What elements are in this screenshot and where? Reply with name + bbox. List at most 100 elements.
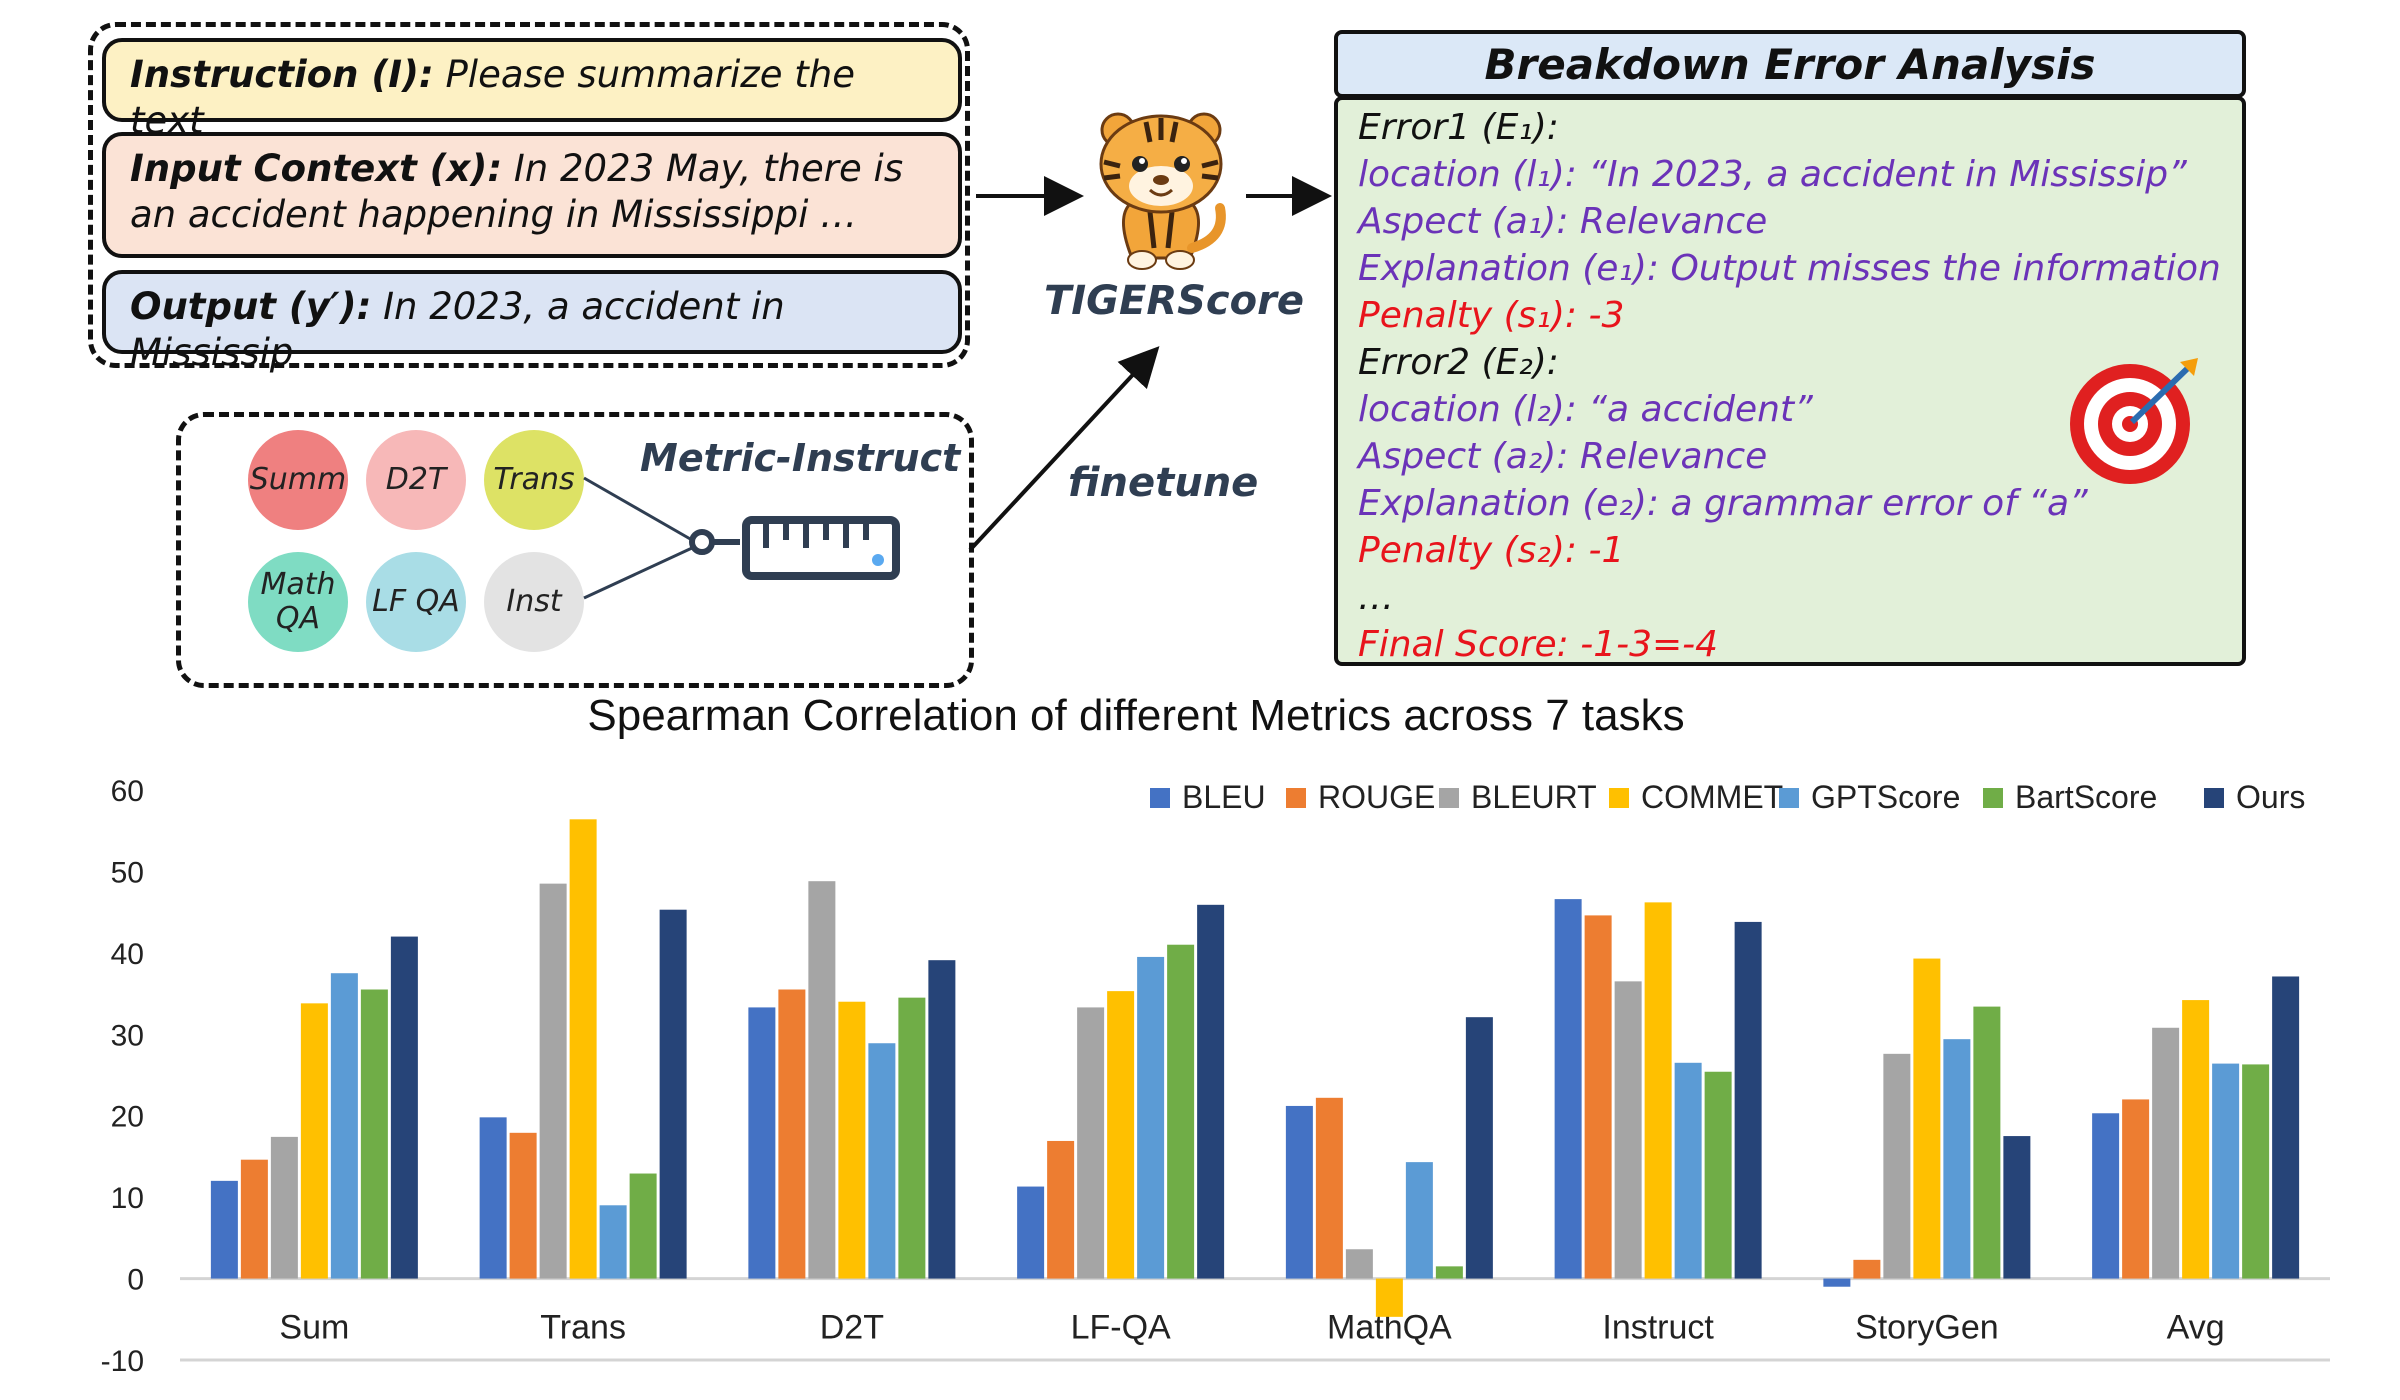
context-label: Input Context (x): — [130, 147, 503, 190]
analysis-line: Aspect (a₂): Relevance — [1358, 436, 1768, 477]
legend-swatch-commet — [1609, 788, 1629, 808]
bar-rouge-mathqa — [1315, 1097, 1343, 1279]
bar-bleu-mathqa — [1285, 1105, 1313, 1279]
legend-swatch-bartscore — [1983, 788, 2003, 808]
bar-ours-sum — [390, 936, 418, 1279]
model-name: TIGERScore — [1044, 278, 1304, 324]
bar-bartscore-lf-qa — [1167, 944, 1195, 1279]
task-circle-mathqa: Math QA — [248, 552, 348, 652]
bar-commet-storygen — [1913, 958, 1941, 1279]
analysis-line: Final Score: -1-3=-4 — [1358, 624, 1719, 665]
target-icon — [2070, 358, 2198, 484]
bar-bleu-d2t — [748, 1007, 776, 1279]
bar-gptscore-instruct — [1674, 1062, 1702, 1279]
task-circle-inst: Inst — [484, 552, 584, 652]
x-tick-label: LF-QA — [1071, 1309, 1171, 1347]
context-box: Input Context (x): In 2023 May, there is… — [102, 132, 962, 258]
bar-bleurt-storygen — [1883, 1053, 1911, 1279]
bar-gptscore-avg — [2212, 1063, 2240, 1279]
bar-ours-avg — [2272, 976, 2300, 1279]
legend-swatch-ours — [2204, 788, 2224, 808]
bar-bleurt-sum — [270, 1136, 298, 1279]
bar-ours-storygen — [2003, 1136, 2031, 1279]
bar-rouge-storygen — [1853, 1259, 1881, 1279]
bar-rouge-instruct — [1584, 915, 1612, 1279]
legend-label-commet: COMMET — [1641, 779, 1783, 815]
bar-gptscore-trans — [599, 1205, 627, 1279]
analysis-line: Explanation (e₁): Output misses the info… — [1358, 248, 2221, 289]
y-tick-label: 0 — [127, 1264, 144, 1297]
finetune-label: finetune — [1068, 460, 1259, 506]
analysis-line: Aspect (a₁): Relevance — [1358, 201, 1768, 242]
bar-bleu-lf-qa — [1017, 1186, 1045, 1279]
bar-gptscore-lf-qa — [1137, 956, 1165, 1279]
bar-rouge-d2t — [778, 989, 806, 1279]
arrow-finetune — [968, 346, 1160, 552]
analysis-line: location (l₁): “In 2023, a accident in M… — [1358, 154, 2187, 195]
output-text: In 2023, a accident in Mississip — [130, 285, 785, 374]
bar-bleu-trans — [479, 1117, 507, 1279]
bar-ours-trans — [659, 909, 687, 1279]
task-circle-trans: Trans — [484, 430, 584, 530]
legend-label-bartscore: BartScore — [2015, 779, 2157, 815]
legend-label-rouge: ROUGE — [1318, 779, 1435, 815]
legend-label-ours: Ours — [2236, 779, 2305, 815]
bar-bleurt-trans — [539, 883, 567, 1279]
bar-ours-mathqa — [1465, 1017, 1493, 1279]
context-text: In 2023 May, there is an accident happen… — [130, 147, 904, 236]
task-circle-d2t: D2T — [366, 430, 466, 530]
y-tick-label: -10 — [101, 1345, 144, 1378]
bar-gptscore-sum — [330, 973, 358, 1279]
bar-commet-avg — [2182, 1000, 2210, 1279]
bar-commet-trans — [569, 819, 597, 1279]
analysis-line: Error1 (E₁): — [1358, 107, 1559, 148]
bar-bartscore-sum — [360, 989, 388, 1279]
analysis-header: Breakdown Error Analysis — [1334, 30, 2246, 98]
y-tick-label: 40 — [111, 938, 144, 971]
bar-bartscore-instruct — [1704, 1071, 1732, 1279]
analysis-body: Error1 (E₁): location (l₁): “In 2023, a … — [1334, 96, 2246, 666]
analysis-line: Penalty (s₁): -3 — [1358, 295, 1625, 336]
metric-instruct-title: Metric-Instruct — [640, 436, 961, 480]
bar-bleu-sum — [210, 1180, 238, 1279]
bar-bleurt-d2t — [808, 881, 836, 1279]
bar-chart: Spearman Correlation of different Metric… — [101, 691, 2330, 1378]
legend-swatch-gptscore — [1779, 788, 1799, 808]
bar-bleurt-instruct — [1614, 981, 1642, 1279]
bar-gptscore-mathqa — [1405, 1162, 1433, 1279]
bar-bleurt-lf-qa — [1077, 1007, 1105, 1279]
legend-swatch-bleurt — [1439, 788, 1459, 808]
x-tick-label: D2T — [820, 1309, 884, 1347]
x-tick-label: Instruct — [1602, 1309, 1714, 1347]
bar-bleurt-avg — [2152, 1027, 2180, 1279]
bar-commet-instruct — [1644, 902, 1672, 1279]
y-tick-label: 30 — [111, 1019, 144, 1052]
analysis-line: location (l₂): “a accident” — [1358, 389, 1813, 430]
flow-arrows — [968, 176, 1332, 552]
ruler-icon — [583, 476, 900, 600]
bar-bleu-storygen — [1823, 1278, 1851, 1287]
tiger-icon — [1099, 112, 1226, 270]
bar-rouge-sum — [240, 1159, 268, 1279]
bar-rouge-trans — [509, 1132, 537, 1279]
legend-label-gptscore: GPTScore — [1811, 779, 1960, 815]
analysis-title: Breakdown Error Analysis — [1484, 39, 2096, 89]
bar-commet-mathqa — [1375, 1278, 1403, 1317]
x-tick-label: Avg — [2167, 1309, 2225, 1347]
legend-label-bleurt: BLEURT — [1471, 779, 1597, 815]
bar-rouge-avg — [2122, 1099, 2150, 1279]
input-panel — [88, 22, 970, 368]
chart-title: Spearman Correlation of different Metric… — [587, 691, 1684, 740]
analysis-line: Error2 (E₂): — [1358, 342, 1559, 383]
bar-bartscore-mathqa — [1435, 1266, 1463, 1279]
x-tick-label: Trans — [540, 1309, 626, 1347]
x-tick-label: StoryGen — [1855, 1309, 1999, 1347]
bar-bartscore-d2t — [898, 997, 926, 1279]
bar-ours-lf-qa — [1197, 904, 1225, 1279]
y-tick-label: 60 — [111, 775, 144, 808]
bar-gptscore-d2t — [868, 1043, 896, 1279]
bar-ours-d2t — [928, 960, 956, 1279]
y-tick-label: 20 — [111, 1101, 144, 1134]
legend-swatch-rouge — [1286, 788, 1306, 808]
task-circle-summ: Summ — [248, 430, 348, 530]
